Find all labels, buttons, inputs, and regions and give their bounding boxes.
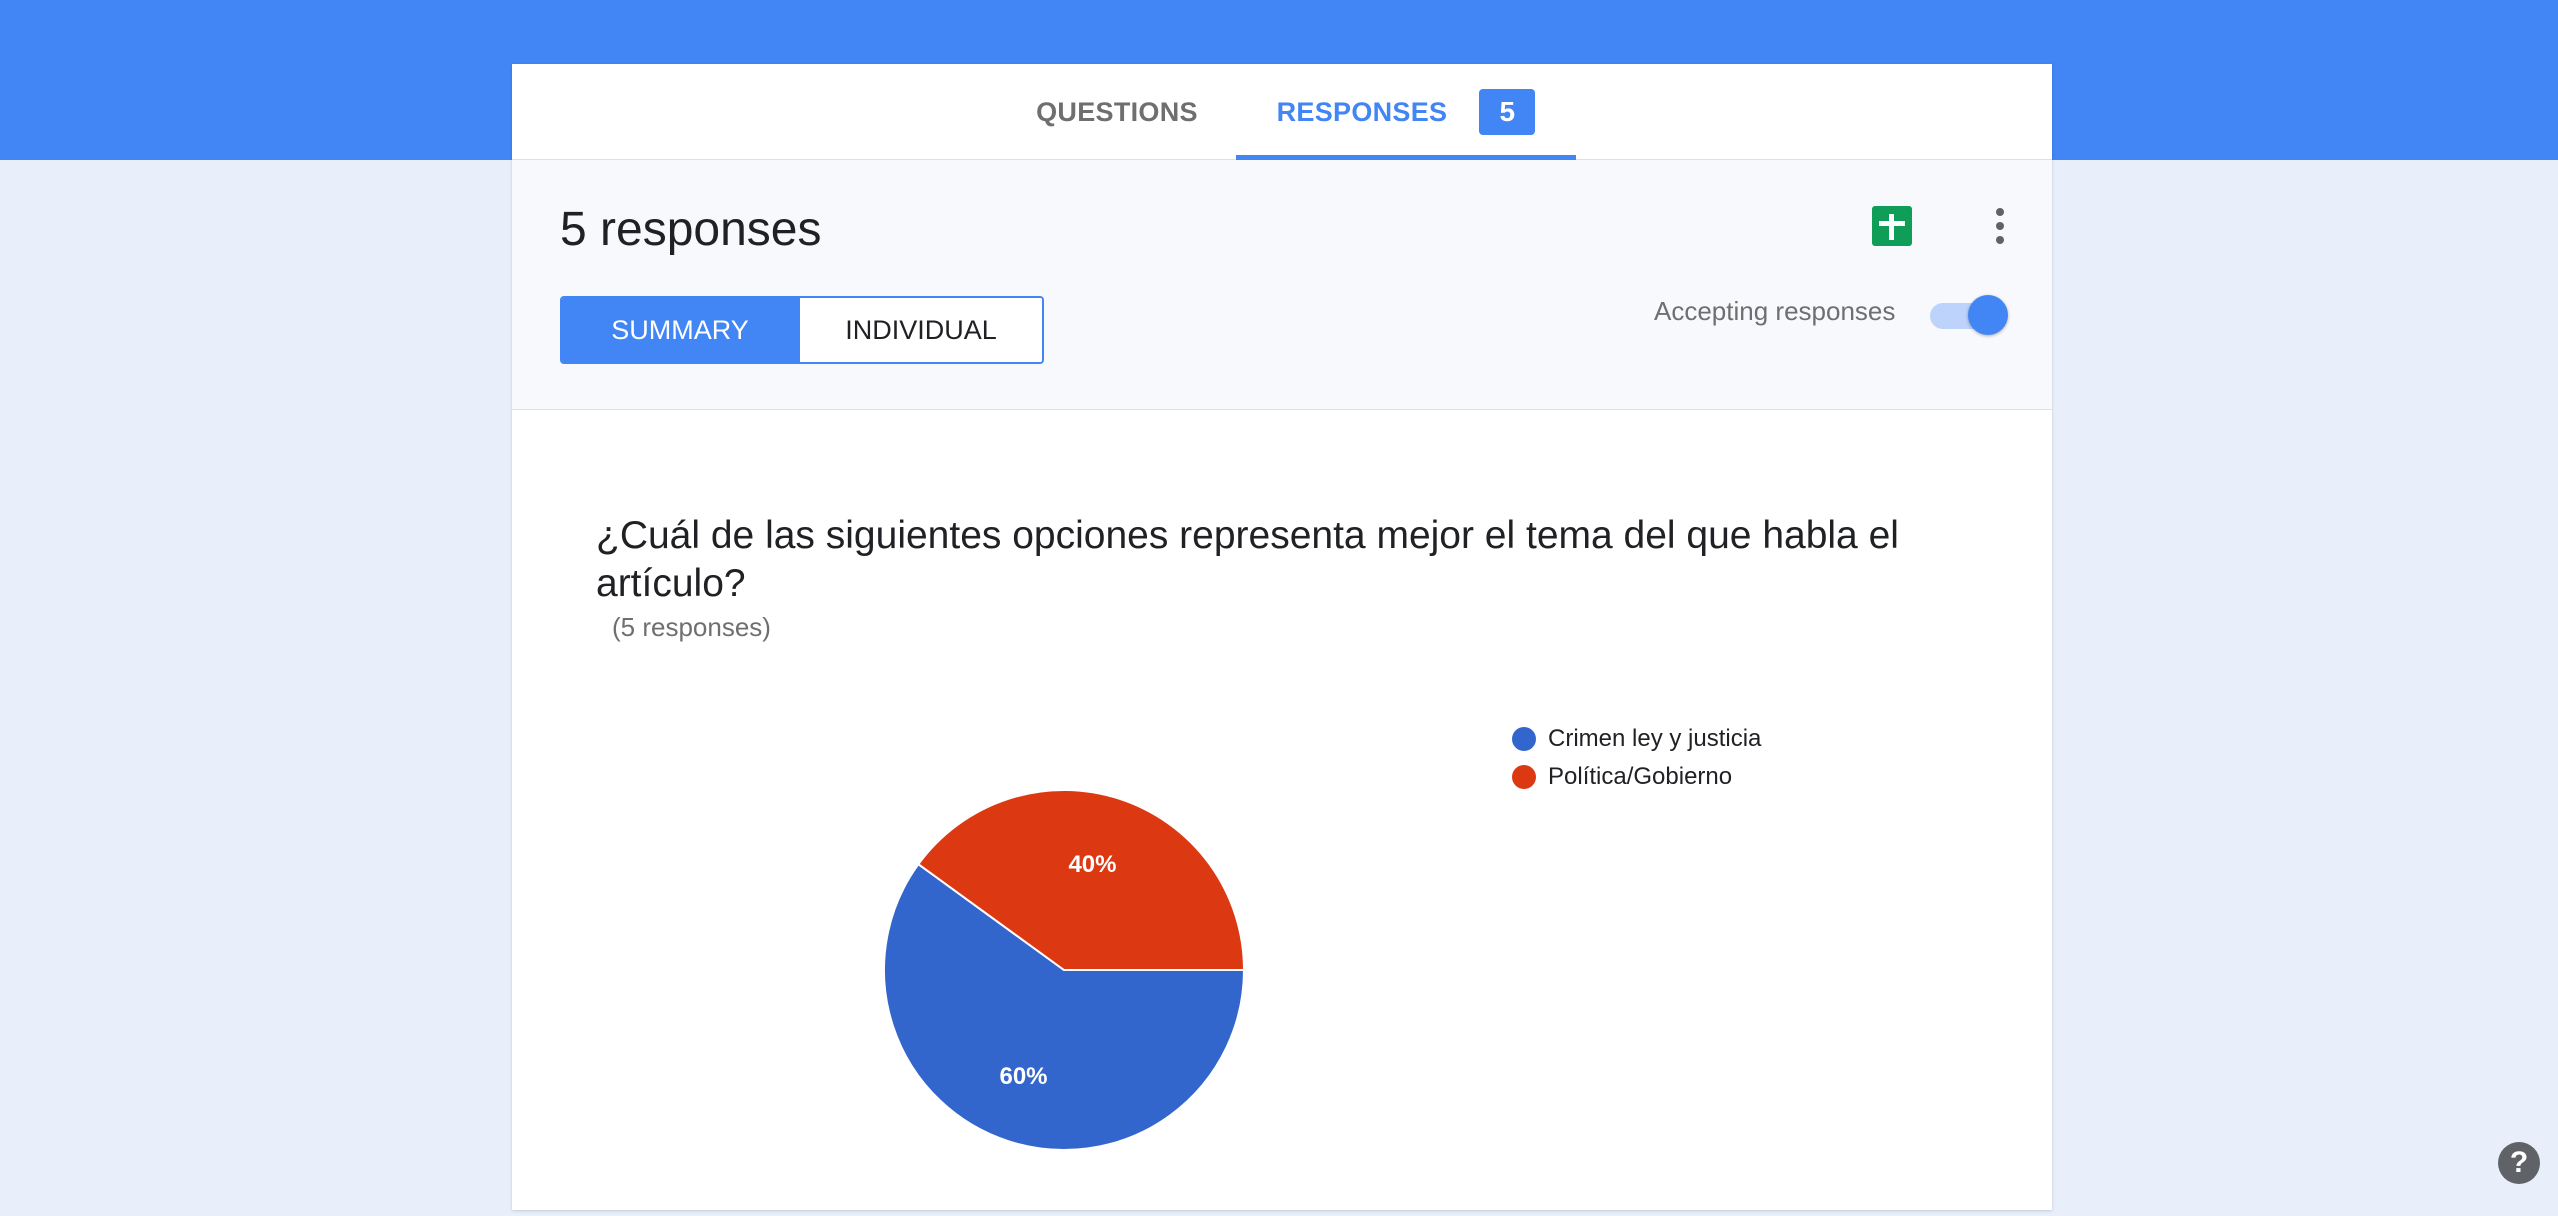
legend-item: Política/Gobierno [1512, 758, 1761, 796]
tab-responses[interactable]: RESPONSES 5 [1236, 64, 1576, 160]
tab-questions-label: QUESTIONS [1036, 96, 1198, 127]
toggle-thumb [1968, 295, 2008, 335]
pie-chart: 60% 40% [883, 789, 1246, 1151]
help-icon[interactable]: ? [2498, 1142, 2540, 1184]
google-sheets-icon[interactable] [1872, 206, 1912, 246]
question-title: ¿Cuál de las siguientes opciones represe… [596, 514, 1899, 605]
legend-item: Crimen ley y justicia [1512, 720, 1761, 758]
view-toggle: SUMMARY INDIVIDUAL [560, 296, 1044, 364]
tab-responses-label: RESPONSES [1276, 96, 1448, 127]
form-card: QUESTIONS RESPONSES 5 5 responses SUMMAR… [512, 64, 2052, 1210]
tab-bar: QUESTIONS RESPONSES 5 [512, 64, 2052, 160]
pie-slice [916, 789, 1246, 971]
legend-label: Crimen ley y justicia [1548, 725, 1762, 752]
more-vert-icon[interactable] [1980, 202, 2020, 250]
responses-header: 5 responses SUMMARY INDIVIDUAL [512, 160, 2052, 410]
responses-count-badge: 5 [1479, 89, 1536, 135]
legend-swatch [1512, 765, 1536, 789]
legend-label: Política/Gobierno [1548, 763, 1733, 790]
summary-button[interactable]: SUMMARY [562, 298, 798, 362]
individual-button[interactable]: INDIVIDUAL [798, 298, 1042, 362]
pie-slice [883, 862, 1246, 1151]
responses-title: 5 responses [560, 203, 822, 256]
chart-legend: Crimen ley y justicia Política/Gobierno [1512, 720, 1761, 796]
accepting-responses-toggle[interactable] [1930, 293, 2008, 335]
pie-slice-label: 60% [999, 1063, 1047, 1090]
question-response-count: (5 responses) [612, 612, 771, 642]
accepting-responses-label: Accepting responses [1654, 296, 1896, 326]
legend-swatch [1512, 727, 1536, 751]
pie-slice-label: 40% [1068, 851, 1116, 878]
tab-questions[interactable]: QUESTIONS [1002, 64, 1232, 160]
active-tab-indicator [1236, 155, 1576, 160]
